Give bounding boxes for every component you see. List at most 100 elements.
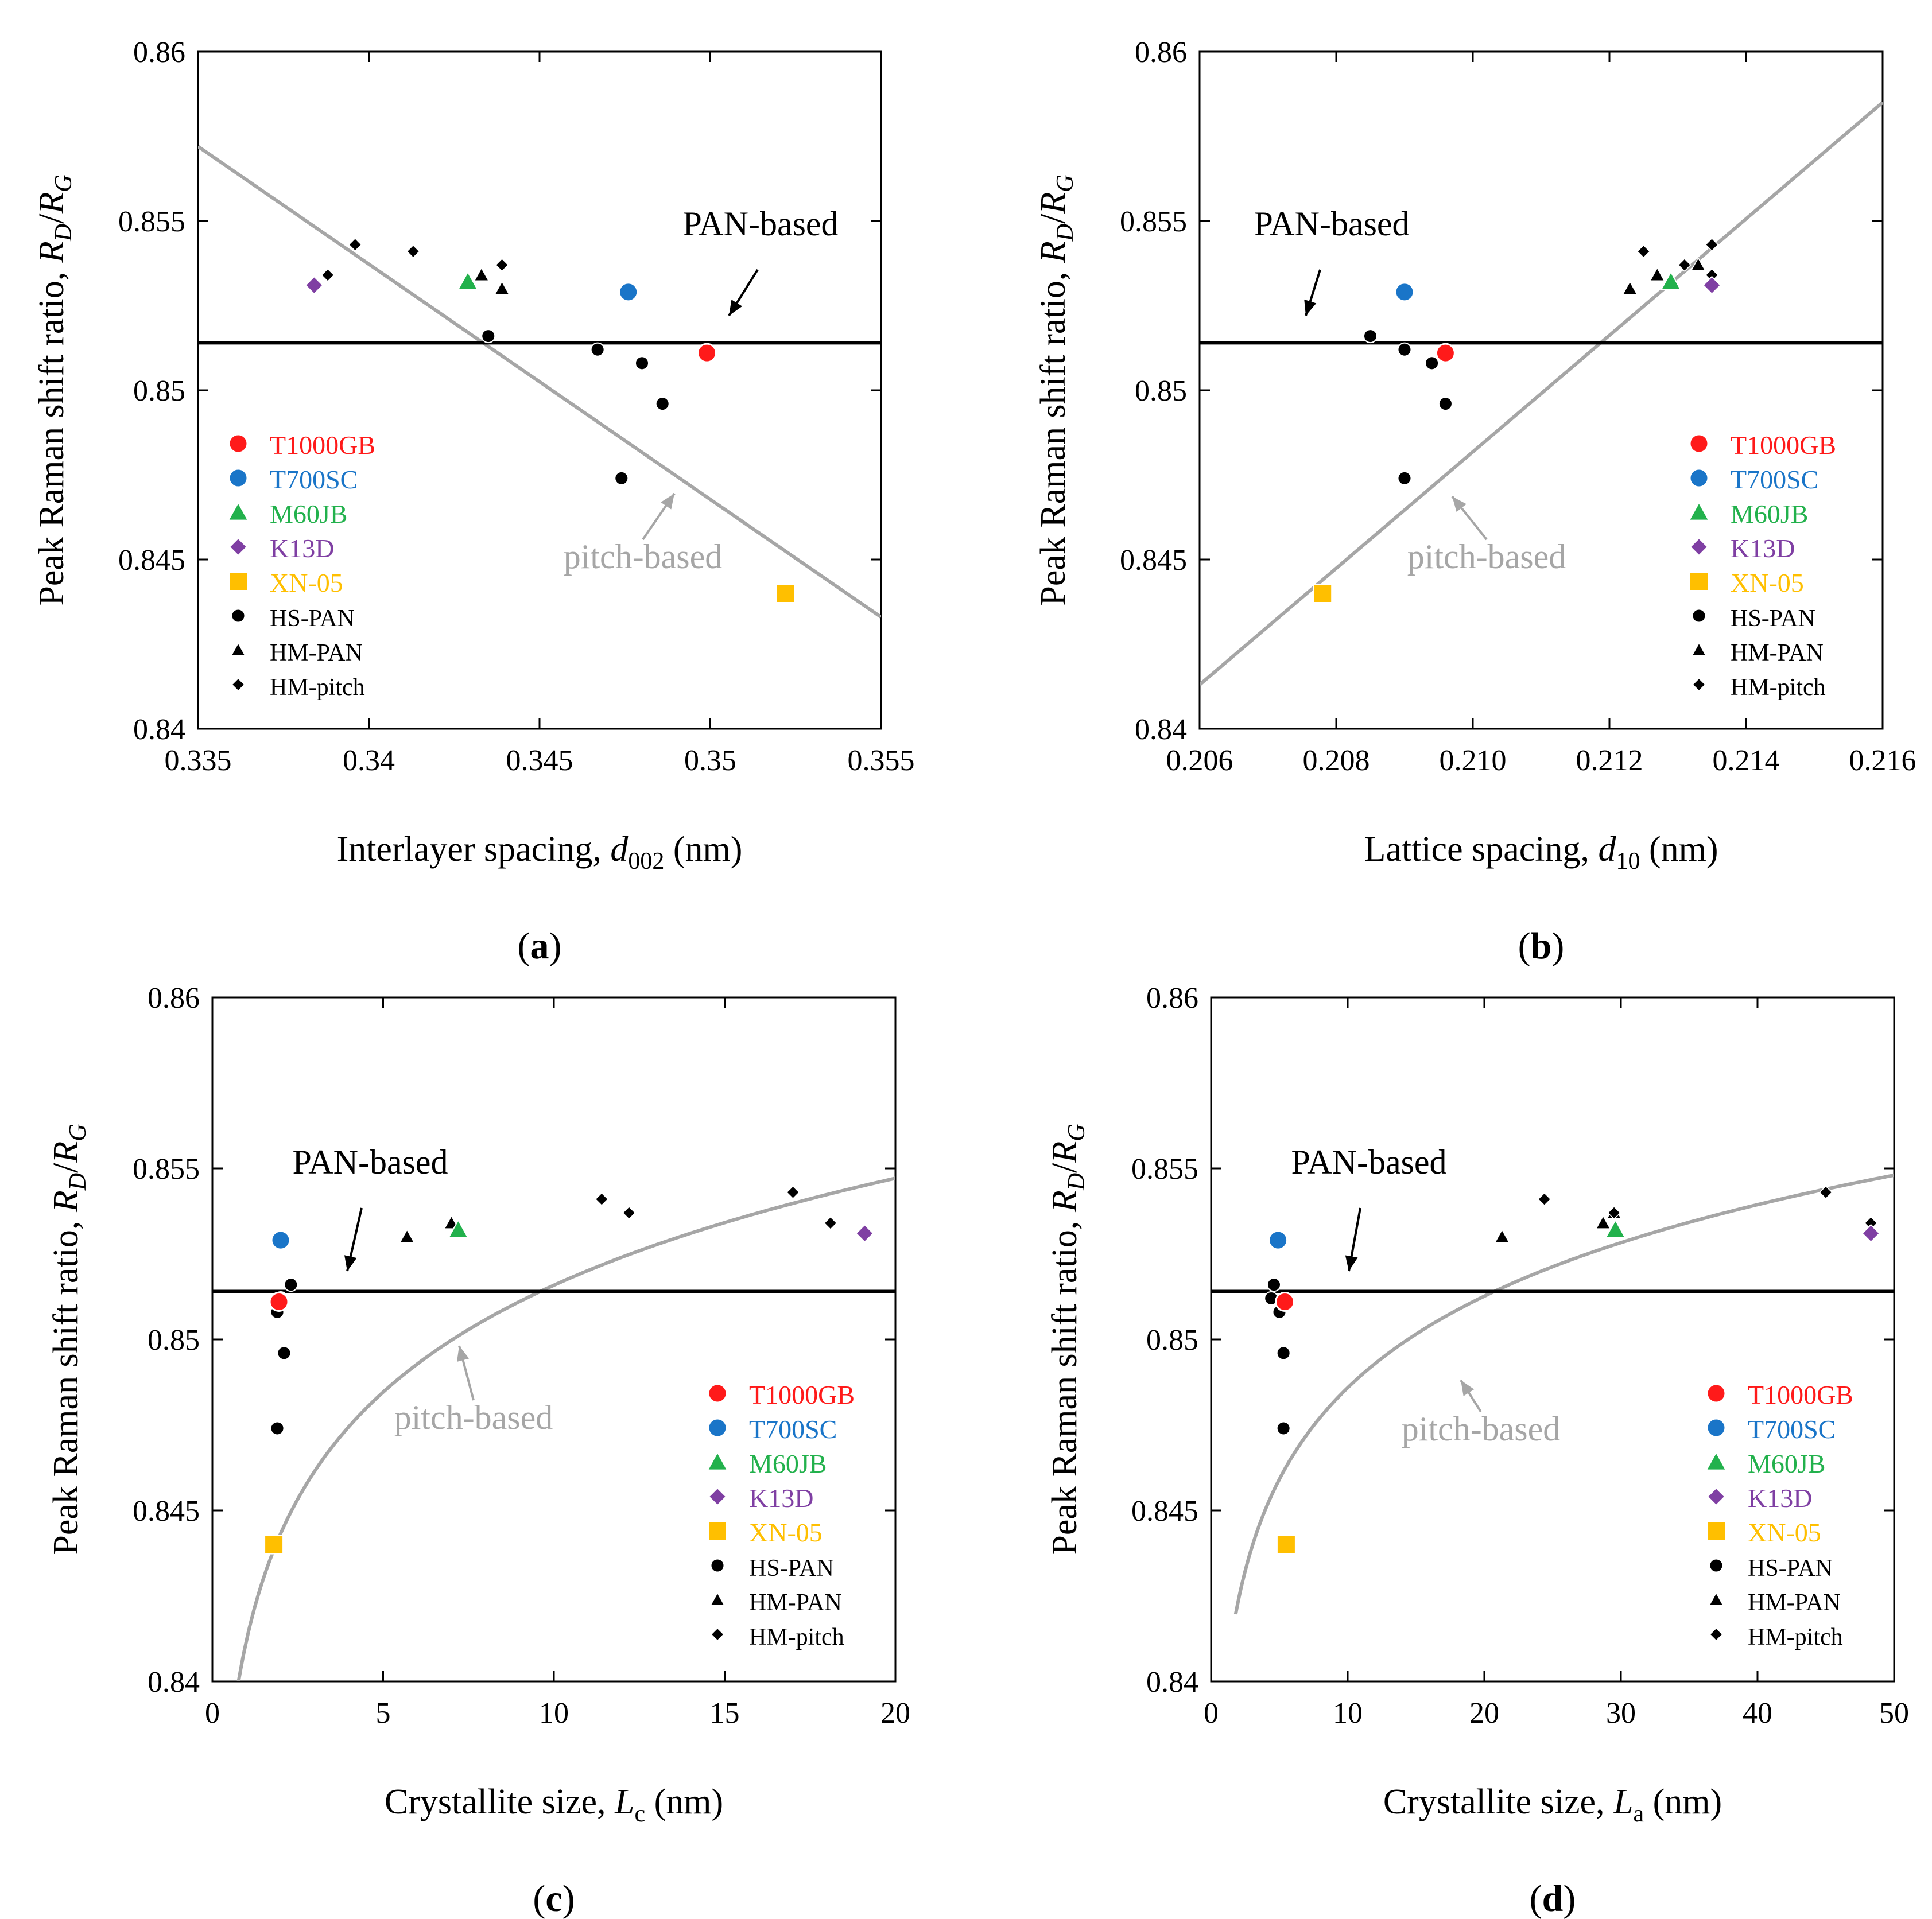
panel-caption-paren: ( [533, 1878, 545, 1919]
circle-marker-icon [707, 1383, 728, 1404]
pitch-based-fit-line [1233, 1173, 1894, 1615]
y-tick-label: 0.86 [1135, 36, 1187, 69]
data-point [634, 356, 650, 371]
series-hm-pan [474, 267, 510, 295]
y-tick-label: 0.855 [118, 205, 185, 238]
data-point [284, 1277, 298, 1292]
legend-label: K13D [270, 534, 334, 563]
x-tick-label: 0 [205, 1697, 220, 1730]
x-tick-label: 20 [880, 1697, 910, 1730]
legend-label: T700SC [1731, 465, 1818, 494]
legend-label: M60JB [1748, 1449, 1825, 1478]
x-axis-label-unit: (nm) [664, 830, 742, 869]
legend: T1000GB T700SC M60JB K13D XN-05 HS-PAN HM-PAN H… [1705, 1380, 1853, 1650]
series-hs-pan [1363, 329, 1453, 485]
y-tick-label: 0.84 [1135, 713, 1187, 746]
pitch-based-label: pitch-based [394, 1399, 553, 1436]
y-axis-label-text: Peak Raman shift ratio, [46, 1212, 86, 1555]
diamond-marker-icon [1692, 678, 1706, 692]
x-tick-label: 20 [1469, 1697, 1499, 1730]
data-point [1313, 584, 1333, 603]
y-tick-label: 0.86 [148, 982, 200, 1015]
circle-marker-icon [1706, 1417, 1727, 1438]
data-point [399, 1229, 415, 1243]
x-axis-label-sub: c [634, 1801, 645, 1827]
data-point [595, 1192, 609, 1206]
y-tick-label: 0.855 [133, 1153, 200, 1186]
data-point [406, 244, 420, 258]
series-t700sc [1268, 1230, 1289, 1250]
pan-based-arrowhead [1304, 299, 1317, 316]
series-k13d [855, 1223, 874, 1243]
x-tick-label: 0.34 [343, 744, 395, 777]
y-axis-label-var: R [46, 1190, 86, 1213]
series-xn-05 [1313, 584, 1333, 603]
data-point [1276, 1421, 1291, 1436]
data-point [1276, 1346, 1291, 1361]
data-point [1537, 1192, 1551, 1206]
circle-marker-icon [1689, 433, 1709, 454]
pitch-based-arrowhead [1461, 1380, 1475, 1396]
y-tick-label: 0.86 [133, 36, 185, 69]
x-axis-label: Crystallite size, La (nm) [1383, 1782, 1722, 1827]
x-tick-label: 50 [1879, 1697, 1909, 1730]
data-point [1266, 1277, 1281, 1292]
legend-label: XN-05 [749, 1518, 823, 1547]
x-axis-label-text: Crystallite size, [1383, 1782, 1613, 1821]
x-tick-label: 30 [1606, 1697, 1636, 1730]
series-hm-pan [1622, 257, 1706, 295]
x-axis-label-unit: (nm) [645, 1782, 723, 1821]
circle-marker-icon [228, 433, 249, 454]
diamond-marker-icon [711, 1627, 724, 1641]
pan-based-arrowhead [1345, 1255, 1358, 1271]
data-point [1702, 275, 1721, 295]
legend-label: K13D [749, 1483, 813, 1513]
panel-caption-paren: ( [518, 925, 530, 967]
circle-marker-icon [1706, 1383, 1727, 1404]
diamond-marker-icon [708, 1487, 727, 1506]
y-tick-label: 0.85 [1146, 1324, 1198, 1357]
y-tick-label: 0.845 [1120, 544, 1187, 577]
x-tick-label: 0.335 [165, 744, 232, 777]
data-point [1819, 1185, 1833, 1199]
series-m60jb [1604, 1219, 1627, 1238]
data-point [447, 1219, 470, 1238]
y-tick-label: 0.84 [1146, 1666, 1198, 1699]
data-point [321, 268, 335, 282]
y-tick-label: 0.855 [1120, 205, 1187, 238]
data-point [622, 1206, 636, 1220]
x-axis-label: Crystallite size, Lc (nm) [385, 1782, 723, 1827]
data-point [1397, 471, 1412, 485]
data-point [481, 329, 496, 344]
legend-label: T1000GB [270, 430, 375, 460]
data-point [1861, 1223, 1880, 1243]
x-axis-label-sub: a [1633, 1801, 1644, 1827]
series-t1000gb [269, 1291, 289, 1312]
y-axis-label-var: R [1034, 192, 1073, 215]
data-point [1622, 281, 1638, 295]
legend-label: K13D [1748, 1483, 1812, 1513]
y-axis-label-text: Peak Raman shift ratio, [1034, 263, 1073, 605]
data-point [495, 258, 509, 272]
diamond-marker-icon [231, 678, 245, 692]
legend-label: T1000GB [749, 1380, 855, 1409]
circle-marker-icon [707, 1417, 728, 1438]
data-point [1690, 257, 1706, 271]
legend-label: HM-PAN [749, 1590, 842, 1616]
x-axis-label-var: d [610, 830, 629, 869]
square-marker-icon [708, 1521, 727, 1541]
y-axis-label-var: R [46, 1141, 86, 1164]
pitch-based-label: pitch-based [564, 538, 723, 576]
x-axis-label-sub: 002 [628, 848, 664, 875]
y-axis-label-slash: / [1045, 1163, 1084, 1173]
diamond-marker-icon [228, 537, 248, 557]
data-point [824, 1216, 837, 1230]
x-tick-label: 15 [710, 1697, 740, 1730]
y-axis-label: Peak Raman shift ratio, RD/RG [1045, 1124, 1090, 1555]
series-hs-pan [481, 329, 670, 485]
data-point [1636, 244, 1651, 258]
data-point [618, 282, 639, 302]
y-axis-label-slash: / [32, 213, 71, 224]
data-point [1607, 1206, 1621, 1220]
circle-marker-icon [231, 608, 246, 623]
